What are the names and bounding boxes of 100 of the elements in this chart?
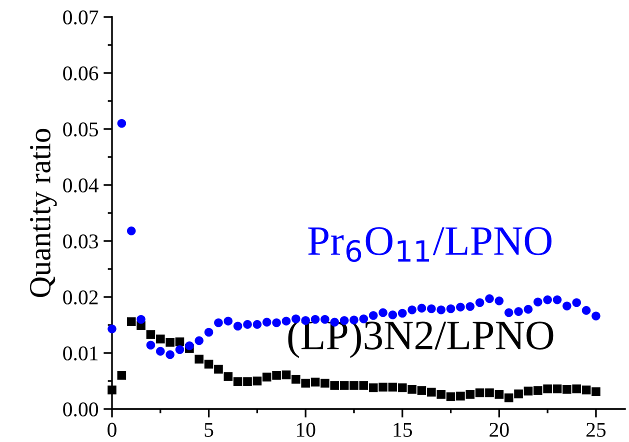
point: [388, 310, 398, 320]
point: [592, 387, 600, 396]
point: [368, 383, 378, 392]
point: [185, 341, 194, 350]
point: [562, 385, 572, 394]
y-tick-label: 0.03: [63, 234, 98, 249]
point: [252, 320, 262, 329]
point: [117, 371, 126, 380]
point: [572, 298, 581, 307]
point: [543, 295, 552, 304]
point: [417, 386, 426, 395]
x-tick-label: 25: [586, 422, 606, 437]
point: [582, 306, 591, 315]
point: [524, 304, 533, 314]
point: [224, 316, 233, 326]
point: [282, 370, 291, 380]
point: [146, 330, 156, 339]
point: [243, 377, 252, 386]
point: [485, 294, 494, 304]
point: [350, 381, 358, 390]
point: [340, 381, 349, 390]
x-tick-label: 10: [297, 422, 316, 437]
point: [446, 392, 456, 402]
x-tick-label: 15: [394, 422, 412, 437]
point: [233, 377, 242, 386]
point: [504, 393, 514, 402]
point: [378, 382, 388, 392]
point: [378, 308, 388, 318]
point: [436, 305, 446, 314]
point: [368, 311, 378, 320]
point: [204, 328, 214, 337]
point: [156, 346, 165, 356]
series-label: (LP)3N2/LPNO: [288, 320, 554, 358]
point: [252, 376, 262, 386]
point: [214, 364, 223, 374]
point: [108, 386, 116, 394]
point: [204, 360, 214, 369]
point: [514, 389, 523, 398]
point: [156, 334, 165, 344]
point: [398, 308, 407, 318]
point: [485, 388, 494, 398]
point: [417, 304, 426, 313]
point: [126, 317, 136, 326]
point: [175, 345, 184, 354]
point: [126, 226, 136, 236]
point: [436, 390, 446, 399]
point: [194, 354, 204, 364]
point: [456, 302, 465, 312]
y-tick-label: 0.07: [63, 10, 98, 25]
point: [272, 371, 281, 380]
point: [292, 374, 300, 384]
point: [301, 378, 310, 388]
point: [533, 386, 542, 395]
point: [427, 388, 436, 397]
point: [117, 119, 126, 128]
point: [475, 388, 484, 398]
point: [320, 378, 330, 388]
y-tick-label: 0.02: [63, 290, 98, 305]
point: [446, 304, 456, 314]
point: [166, 338, 174, 347]
point: [194, 336, 204, 346]
point: [310, 378, 320, 387]
y-tick-label: 0.04: [63, 178, 98, 193]
point: [108, 324, 116, 334]
x-tick-label: 0: [108, 422, 116, 437]
point: [262, 372, 272, 382]
x-tick-label: 20: [490, 422, 509, 437]
point: [233, 322, 242, 331]
point: [552, 384, 562, 394]
point: [582, 386, 591, 394]
point: [214, 318, 223, 328]
point: [514, 307, 523, 316]
point: [552, 295, 562, 304]
point: [466, 302, 475, 311]
point: [543, 384, 552, 394]
y-tick-label: 0.01: [63, 346, 98, 361]
point: [330, 381, 340, 390]
point: [427, 304, 436, 314]
point: [494, 390, 504, 399]
point: [456, 392, 465, 401]
point: [533, 298, 542, 306]
point: [504, 308, 514, 318]
point: [524, 386, 533, 396]
point: [359, 381, 368, 390]
point: [572, 384, 581, 394]
point: [592, 312, 600, 320]
point: [398, 383, 407, 392]
y-tick-label: 0.00: [63, 402, 98, 417]
point: [388, 382, 398, 392]
x-tick-label: 5: [204, 423, 214, 437]
point: [494, 296, 504, 306]
y-tick-label: 0.05: [63, 122, 98, 137]
point: [466, 390, 475, 399]
point: [272, 318, 281, 328]
point: [475, 298, 484, 307]
point: [408, 305, 416, 314]
point: [146, 340, 156, 350]
point: [224, 372, 233, 381]
point: [408, 385, 416, 394]
point: [262, 318, 272, 327]
